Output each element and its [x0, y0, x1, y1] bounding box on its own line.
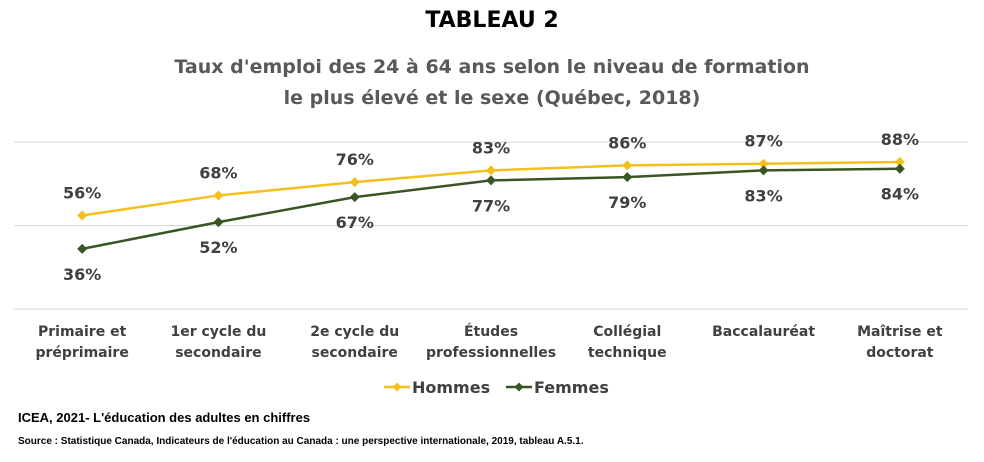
data-label: 67% — [336, 213, 374, 232]
data-label: 68% — [199, 163, 237, 182]
x-tick-label: Collégial technique — [588, 324, 667, 361]
data-point-femmes — [349, 192, 360, 203]
data-label: 87% — [744, 132, 782, 151]
data-label: 79% — [608, 193, 646, 212]
data-point-hommes — [486, 165, 496, 176]
data-label: 77% — [472, 196, 510, 215]
data-point-hommes — [349, 177, 360, 188]
data-label: 88% — [881, 130, 919, 149]
data-point-femmes — [486, 175, 496, 186]
x-tick-label: Maîtrise et doctorat — [857, 324, 943, 361]
data-point-femmes — [758, 165, 769, 176]
data-point-hommes — [894, 157, 905, 168]
legend-swatch-marker — [514, 382, 524, 392]
data-label: 84% — [881, 185, 919, 204]
data-label: 76% — [336, 150, 374, 169]
data-point-femmes — [213, 217, 224, 228]
legend-swatch-marker — [392, 382, 402, 392]
data-label: 56% — [63, 183, 101, 202]
data-label: 83% — [744, 186, 782, 205]
subtitle-line-1: Taux d'emploi des 24 à 64 ans selon le n… — [174, 56, 810, 78]
footer-source: Source : Statistique Canada, Indicateurs… — [18, 436, 584, 447]
footer-credit: ICEA, 2021- L'éducation des adultes en c… — [18, 410, 311, 425]
legend-label: Femmes — [534, 378, 609, 397]
data-label: 52% — [199, 238, 237, 257]
data-label: 83% — [472, 138, 510, 157]
data-label: 36% — [63, 265, 101, 284]
x-tick-label: 2e cycle du secondaire — [310, 324, 399, 361]
data-label: 86% — [608, 133, 646, 152]
x-tick-label: Études professionnelles — [426, 323, 556, 361]
data-point-hommes — [213, 190, 224, 201]
data-point-hommes — [77, 210, 88, 221]
data-point-hommes — [758, 158, 769, 169]
chart-subtitle: Taux d'emploi des 24 à 64 ans selon le n… — [0, 52, 984, 114]
legend-label: Hommes — [412, 378, 490, 397]
x-tick-label: Primaire et préprimaire — [35, 324, 128, 361]
x-tick-label: 1er cycle du secondaire — [170, 324, 266, 361]
data-point-femmes — [77, 243, 88, 254]
data-point-hommes — [622, 160, 633, 171]
data-point-femmes — [622, 172, 633, 183]
x-tick-label: Baccalauréat — [712, 324, 815, 340]
subtitle-line-2: le plus élevé et le sexe (Québec, 2018) — [283, 87, 701, 109]
chart-title: TABLEAU 2 — [425, 8, 559, 33]
data-point-femmes — [894, 163, 905, 174]
